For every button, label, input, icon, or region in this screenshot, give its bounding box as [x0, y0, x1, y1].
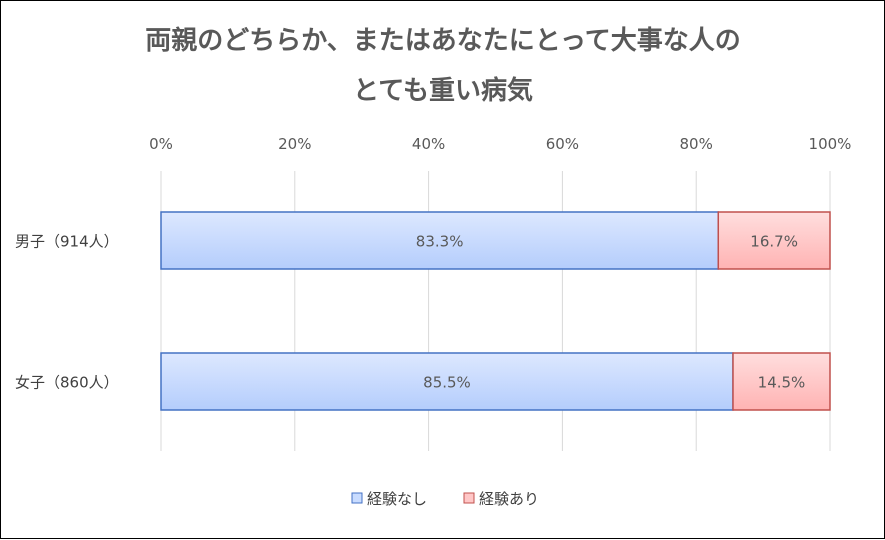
data-labels: 83.3% 16.7% 85.5% 14.5%: [416, 233, 806, 392]
category-label: 女子（860人）: [15, 374, 119, 392]
bar-segment: [732, 352, 831, 411]
category-label: 男子（914人）: [15, 233, 119, 251]
legend: 経験なし 経験あり: [351, 490, 539, 508]
x-tick-label: 80%: [680, 135, 713, 153]
legend-swatch: [351, 492, 363, 504]
data-label: 85.5%: [423, 374, 471, 392]
x-tick-label: 20%: [278, 135, 311, 153]
legend-label: 経験あり: [479, 490, 539, 508]
bars: [160, 211, 831, 411]
data-label: 14.5%: [758, 374, 806, 392]
data-label: 16.7%: [750, 233, 798, 251]
x-tick-label: 0%: [149, 135, 173, 153]
chart-title-line-2: とても重い病気: [353, 75, 533, 106]
x-axis-ticks: 0% 20% 40% 60% 80% 100%: [149, 135, 851, 153]
x-tick-label: 60%: [546, 135, 579, 153]
chart-title-line-1: 両親のどちらか、またはあなたにとって大事な人の: [145, 26, 740, 56]
data-label: 83.3%: [416, 233, 464, 251]
x-tick-label: 100%: [809, 135, 852, 153]
bar-segment: [717, 211, 831, 270]
legend-swatch: [463, 492, 475, 504]
legend-label: 経験なし: [367, 490, 427, 508]
bar-segment: [160, 211, 720, 270]
category-labels: 男子（914人） 女子（860人）: [15, 233, 119, 392]
x-tick-label: 40%: [412, 135, 445, 153]
